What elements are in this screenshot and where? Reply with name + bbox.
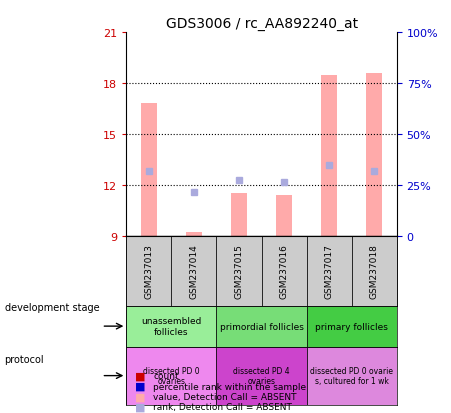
Text: dissected PD 0
ovaries: dissected PD 0 ovaries <box>143 366 200 385</box>
Bar <box>216 306 307 347</box>
Text: GSM237014: GSM237014 <box>189 244 198 299</box>
Text: GSM237015: GSM237015 <box>235 244 244 299</box>
Bar <box>321 76 337 236</box>
Bar <box>276 196 292 236</box>
Text: count: count <box>153 371 179 380</box>
Bar <box>307 347 397 405</box>
Bar <box>366 74 382 236</box>
Text: primordial follicles: primordial follicles <box>220 322 304 331</box>
Text: GSM237016: GSM237016 <box>280 244 289 299</box>
Bar <box>126 306 216 347</box>
Text: protocol: protocol <box>5 354 44 364</box>
Text: GSM237013: GSM237013 <box>144 244 153 299</box>
FancyBboxPatch shape <box>126 236 171 306</box>
Bar <box>126 347 216 405</box>
FancyBboxPatch shape <box>352 236 397 306</box>
Text: unassembled
follicles: unassembled follicles <box>141 317 202 336</box>
Text: value, Detection Call = ABSENT: value, Detection Call = ABSENT <box>153 392 297 401</box>
Text: rank, Detection Call = ABSENT: rank, Detection Call = ABSENT <box>153 402 292 411</box>
Text: dissected PD 4
ovaries: dissected PD 4 ovaries <box>233 366 290 385</box>
Bar <box>216 347 307 405</box>
Text: ■: ■ <box>135 381 146 391</box>
FancyBboxPatch shape <box>262 236 307 306</box>
Bar <box>231 194 247 236</box>
Bar <box>141 104 157 236</box>
Title: GDS3006 / rc_AA892240_at: GDS3006 / rc_AA892240_at <box>166 17 358 31</box>
FancyBboxPatch shape <box>307 236 352 306</box>
Text: primary follicles: primary follicles <box>315 322 388 331</box>
Text: ■: ■ <box>135 392 146 401</box>
FancyBboxPatch shape <box>171 236 216 306</box>
Text: dissected PD 0 ovarie
s, cultured for 1 wk: dissected PD 0 ovarie s, cultured for 1 … <box>310 366 393 385</box>
Text: GSM237018: GSM237018 <box>370 244 379 299</box>
Bar <box>307 306 397 347</box>
Text: ■: ■ <box>135 402 146 412</box>
Text: ■: ■ <box>135 371 146 381</box>
Bar <box>186 233 202 236</box>
Text: percentile rank within the sample: percentile rank within the sample <box>153 382 307 391</box>
Text: development stage: development stage <box>5 303 99 313</box>
FancyBboxPatch shape <box>216 236 262 306</box>
Text: GSM237017: GSM237017 <box>325 244 334 299</box>
